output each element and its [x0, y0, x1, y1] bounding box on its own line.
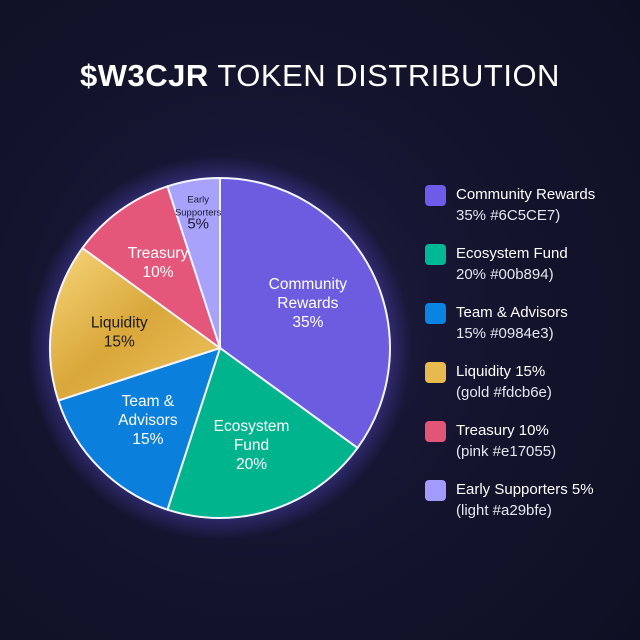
legend-item: Ecosystem Fund 20% #00b894) — [425, 243, 595, 302]
slice-label: 20% — [236, 456, 267, 473]
legend-label: Early Supporters 5% — [456, 481, 594, 498]
legend: Community Rewards 35% #6C5CE7) Ecosystem F… — [425, 184, 595, 538]
legend-label: Team & Advisors — [456, 304, 568, 321]
legend-label: Liquidity 15% — [456, 363, 546, 380]
slice-label: 5% — [187, 215, 209, 232]
legend-text: Team & Advisors 15% #0984e3) — [456, 302, 568, 344]
pie-slice-liquidity — [49, 246, 223, 402]
legend-detail: (gold #fdcb6e) — [456, 384, 552, 401]
slice-label: Ecosystem — [214, 418, 290, 435]
slice-label: Early — [187, 194, 209, 205]
legend-detail: (light #a29bfe) — [456, 502, 552, 519]
legend-item: Early Supporters 5% (light #a29bfe) — [425, 479, 595, 538]
legend-text: Early Supporters 5% (light #a29bfe) — [456, 479, 594, 521]
legend-detail: (pink #e17055) — [456, 443, 557, 460]
slice-label: Team & — [122, 393, 175, 410]
slice-label: Treasury — [128, 245, 189, 262]
legend-item: Liquidity 15% (gold #fdcb6e) — [425, 361, 595, 420]
slice-label: 10% — [143, 264, 174, 281]
pie-slice-community-rewards — [219, 176, 391, 450]
legend-detail: 15% #0984e3) — [456, 325, 554, 342]
slice-label: Community — [269, 276, 348, 293]
slice-label: 15% — [104, 334, 135, 351]
legend-label: Ecosystem Fund — [456, 245, 568, 262]
legend-swatch — [425, 303, 446, 324]
title-rest: TOKEN DISTRIBUTION — [217, 58, 560, 93]
slice-label: Liquidity — [91, 315, 148, 332]
legend-label: Community Rewards — [456, 186, 596, 203]
legend-item: Community Rewards 35% #6C5CE7) — [425, 184, 595, 243]
slice-label: Fund — [234, 437, 269, 454]
legend-swatch — [425, 480, 446, 501]
pie-slice-treasury — [81, 185, 222, 351]
pie-slice-ecosystem-fund — [166, 346, 359, 519]
legend-text: Treasury 10% (pink #e17055) — [456, 420, 556, 462]
legend-detail: 20% #00b894) — [456, 266, 554, 283]
legend-swatch — [425, 421, 446, 442]
legend-label: Treasury 10% — [456, 422, 549, 439]
legend-item: Treasury 10% (pink #e17055) — [425, 420, 595, 479]
legend-text: Liquidity 15% (gold #fdcb6e) — [456, 361, 552, 403]
legend-detail: 35% #6C5CE7) — [456, 207, 561, 224]
pie-slice-early-supporters — [166, 176, 221, 349]
legend-swatch — [425, 362, 446, 383]
legend-item: Team & Advisors 15% #0984e3) — [425, 302, 595, 361]
legend-swatch — [425, 185, 446, 206]
slice-label: 35% — [292, 314, 323, 331]
chart-title: $W3CJR TOKEN DISTRIBUTION — [0, 58, 640, 94]
title-token: $W3CJR — [80, 58, 209, 93]
legend-text: Ecosystem Fund 20% #00b894) — [456, 243, 568, 285]
legend-swatch — [425, 244, 446, 265]
legend-text: Community Rewards 35% #6C5CE7) — [456, 184, 595, 226]
slice-label: Advisors — [118, 412, 178, 429]
slice-label: Rewards — [277, 295, 338, 312]
slice-label: Supporters — [175, 207, 222, 218]
slice-label: 15% — [132, 431, 163, 448]
